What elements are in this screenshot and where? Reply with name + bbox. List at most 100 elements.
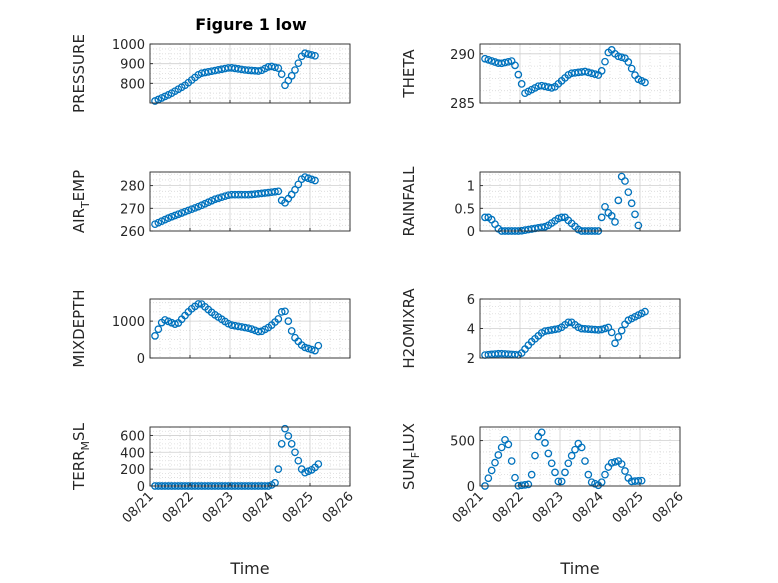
- panel-8-marker: [581, 457, 589, 465]
- panel-1-ytick-label: 1000: [112, 38, 145, 53]
- panel-4-marker: [607, 212, 616, 220]
- panel-1-marker: [287, 72, 296, 80]
- panel-3-marker: [217, 193, 226, 202]
- panel-5-marker: [287, 327, 296, 335]
- panel-4-ytick-label: 0.5: [454, 202, 475, 217]
- panel-2-marker: [517, 80, 526, 88]
- panel-7-ytick-label: 400: [120, 446, 145, 461]
- panel-8-marker: [634, 477, 643, 485]
- panel-8-marker: [607, 458, 616, 467]
- panel-5-marker: [274, 315, 283, 323]
- panel-4-marker: [634, 221, 643, 230]
- panel-5-marker: [154, 325, 163, 334]
- panel-8-marker: [521, 481, 529, 489]
- panel-7-marker: [277, 440, 286, 448]
- panel-8-marker: [487, 466, 496, 475]
- panel-3-marker: [187, 205, 196, 214]
- panel-2-axes-box: [479, 43, 681, 104]
- panel-5-marker: [254, 327, 263, 336]
- panel-8-marker: [567, 451, 576, 460]
- panel-2-marker: [584, 68, 593, 77]
- panel-4-marker: [631, 210, 639, 219]
- panel-7-ytick-label: 0: [137, 480, 145, 495]
- panel-8-marker: [537, 428, 546, 437]
- panel-2-marker: [591, 70, 599, 79]
- panel-3-marker: [167, 212, 176, 221]
- panel-2-marker: [514, 70, 523, 79]
- panel-3-marker: [291, 185, 299, 194]
- panel-1-axes-box: [149, 43, 351, 104]
- panel-4-marker: [537, 223, 546, 232]
- panel-8-marker: [551, 468, 559, 477]
- panel-8-ytick-label: 0: [467, 480, 475, 495]
- panel-2-marker: [597, 67, 606, 75]
- panel-5-marker: [314, 341, 323, 350]
- panel-7-marker: [284, 432, 293, 440]
- panel-5-marker: [244, 324, 253, 333]
- panel-8-marker: [577, 443, 586, 452]
- panel-6-marker: [614, 333, 623, 341]
- panel-7-marker: [274, 465, 283, 473]
- panel-8-marker: [637, 476, 646, 485]
- panel-8-marker: [531, 451, 539, 460]
- panel-8-marker: [494, 451, 503, 459]
- panel-6-ytick-label: 2: [467, 352, 475, 367]
- panel-5-ytick-label: 1000: [112, 315, 145, 330]
- panel-8-marker: [507, 457, 516, 465]
- panel-8-marker: [547, 459, 556, 468]
- panel-8-xtick-label: 08/23: [530, 489, 567, 526]
- panel-1-marker: [311, 51, 319, 60]
- panel-6-marker: [607, 328, 616, 337]
- panel-1-marker: [271, 63, 279, 72]
- panel-1-marker: [267, 62, 276, 71]
- panel-6-marker: [564, 318, 573, 327]
- panel-5: 0 1000 MIXDEPTH: [70, 289, 351, 368]
- panel-4-marker: [557, 213, 566, 222]
- panel-1-series: [151, 49, 319, 105]
- panel-2-marker: [547, 84, 556, 92]
- panel-1-marker: [291, 66, 299, 74]
- panel-8-marker: [527, 470, 536, 479]
- panel-6-marker: [617, 326, 626, 335]
- panel-6-marker: [601, 324, 609, 333]
- panel-8-marker: [611, 458, 619, 466]
- panel-1-marker: [274, 64, 283, 73]
- panel-4-ylabel: RAINFALL: [400, 166, 418, 237]
- panel-3: 260 270 280 AIRTEMP: [70, 170, 351, 240]
- panel-8-xtick-label: 08/24: [570, 489, 607, 526]
- panel-3-marker: [274, 187, 283, 196]
- panel-6-ylabel: H2OMIXRA: [400, 288, 418, 369]
- panel-7-xtick-label: 08/23: [200, 489, 237, 526]
- panel-8-marker: [541, 439, 549, 447]
- panel-5-marker: [284, 317, 293, 325]
- panel-7-marker: [291, 448, 299, 457]
- panel-5-marker: [277, 308, 286, 316]
- panel-4: 0 0.5 1 RAINFALL: [400, 166, 681, 240]
- panel-2-marker: [484, 55, 493, 64]
- panel-5-marker: [171, 320, 179, 328]
- panel-3-ytick-label: 260: [120, 225, 145, 240]
- panel-3-marker: [301, 173, 309, 181]
- panel-7-marker: [294, 456, 303, 465]
- panel-7-xtick-label: 08/25: [280, 489, 317, 526]
- panel-2-marker: [614, 52, 623, 61]
- panel-7-xlabel: Time: [229, 559, 269, 578]
- panel-4-axes-box: [479, 171, 681, 232]
- panel-8-axes-box: [479, 426, 681, 487]
- panel-3-marker: [174, 210, 183, 219]
- panel-8-xtick-label: 08/26: [650, 489, 687, 526]
- panel-7-ytick-label: 200: [120, 463, 145, 478]
- panel-6: 2 4 6 H2OMIXRA: [400, 288, 681, 369]
- panel-5-axes-box: [149, 298, 351, 359]
- panel-8-marker: [511, 473, 519, 482]
- figure-title: Figure 1 low: [195, 15, 307, 34]
- panel-2-series: [481, 46, 649, 98]
- panel-2-marker: [627, 64, 636, 73]
- panel-8-marker: [561, 468, 569, 477]
- panel-8-marker: [524, 480, 533, 489]
- panel-5-marker: [304, 344, 313, 353]
- panel-2-ylabel: THETA: [400, 49, 418, 99]
- panel-6-marker: [597, 325, 606, 334]
- panel-2-marker: [587, 69, 596, 78]
